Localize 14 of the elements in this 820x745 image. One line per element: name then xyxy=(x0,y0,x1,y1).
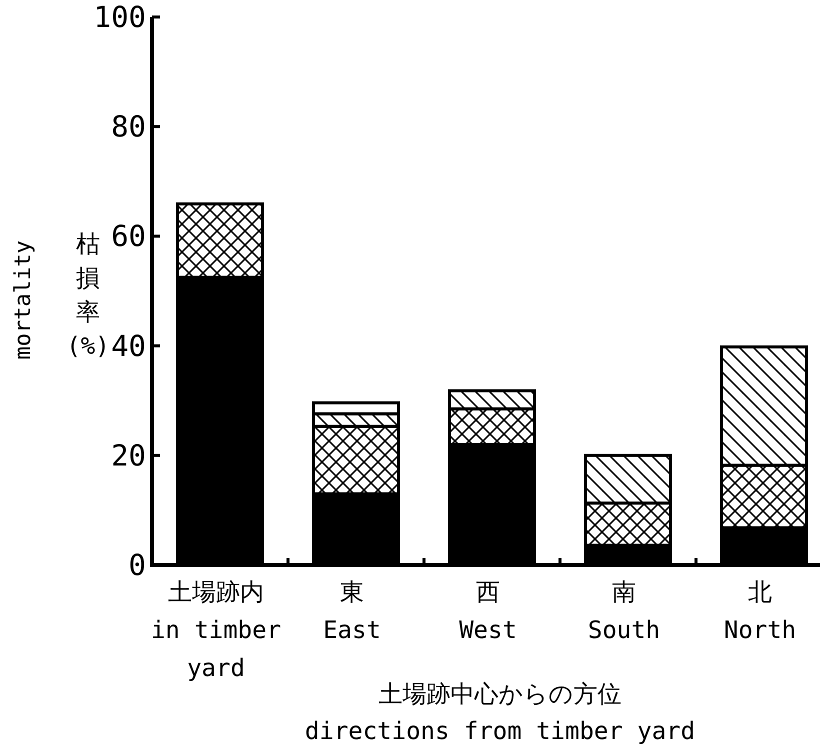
y-tick-label: 20 xyxy=(111,438,146,472)
y-tick-label: 40 xyxy=(111,328,146,363)
x-tick-label: 東 East xyxy=(323,578,381,644)
y-tick-label: 0 xyxy=(128,548,146,582)
x-tick-label: 北 North xyxy=(724,578,796,644)
text: mortality xyxy=(11,240,36,360)
x-tick-label: 西 West xyxy=(459,578,517,644)
y-axis-title: 枯損率(%) xyxy=(66,230,110,360)
x-tick-label: 南 South xyxy=(588,578,660,644)
y-tick-label: 60 xyxy=(111,219,146,254)
x-tick-label: 土場跡内 in timber yard xyxy=(150,578,282,682)
x-axis-title: 土場跡中心からの方位 directions from timber yard xyxy=(304,680,696,745)
y-tick-label: 80 xyxy=(111,110,146,144)
y-tick-label: 100 xyxy=(94,0,146,34)
